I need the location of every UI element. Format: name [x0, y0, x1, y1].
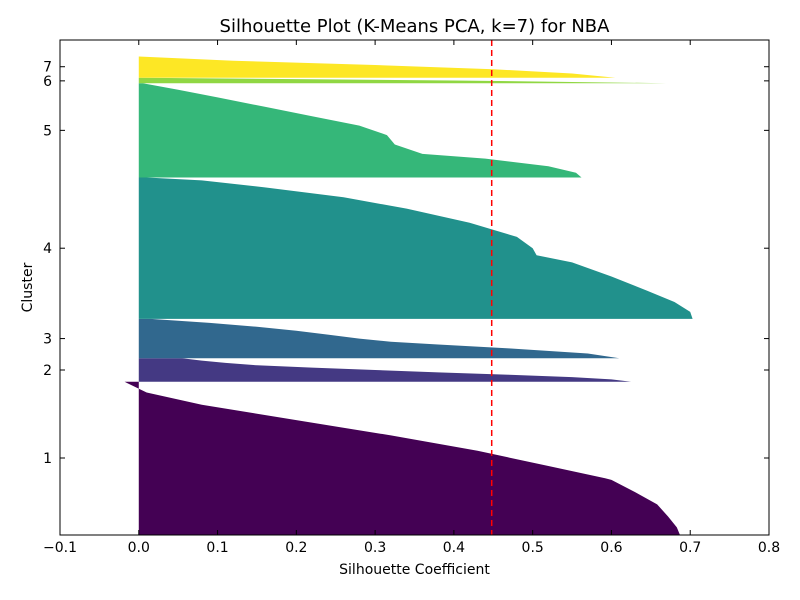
cluster-5-area — [138, 83, 582, 178]
cluster-areas — [124, 56, 693, 535]
cluster-3-area — [138, 318, 620, 359]
cluster-2-area — [138, 358, 632, 382]
x-tick-label: 0.4 — [443, 540, 465, 556]
cluster-label-2: 2 — [43, 363, 52, 379]
cluster-4-area — [138, 177, 693, 319]
cluster-label-3: 3 — [43, 332, 52, 348]
y-axis-label: Cluster — [20, 262, 36, 312]
axis-ticks: −0.1 0.0 0.1 0.2 0.3 0.4 0.5 0.6 0.7 0.8 1 2 3 4 5 67 — [43, 40, 780, 556]
plot-frame — [59, 39, 770, 536]
cluster-7-area — [138, 56, 616, 78]
x-tick-label: 0.1 — [206, 540, 228, 556]
cluster-6-area — [138, 77, 667, 84]
cluster-label-4: 4 — [43, 241, 52, 257]
chart-title: Silhouette Plot (K-Means PCA, k=7) for N… — [220, 16, 611, 37]
cluster-1-area — [124, 381, 680, 535]
x-tick-label: 0.6 — [600, 540, 622, 556]
x-tick-label: 0.0 — [128, 540, 150, 556]
cluster-label-1: 1 — [43, 451, 52, 467]
cluster-label-6: 6 — [43, 74, 52, 90]
cluster-label-7: 7 — [43, 60, 52, 76]
x-tick-label: 0.8 — [758, 540, 780, 556]
x-tick-label: 0.5 — [522, 540, 544, 556]
x-tick-label: 0.7 — [679, 540, 701, 556]
x-tick-label: −0.1 — [43, 540, 77, 556]
x-axis-label: Silhouette Coefficient — [339, 562, 490, 578]
x-tick-label: 0.2 — [285, 540, 307, 556]
cluster-label-5: 5 — [43, 123, 52, 139]
x-tick-label: 0.3 — [364, 540, 386, 556]
